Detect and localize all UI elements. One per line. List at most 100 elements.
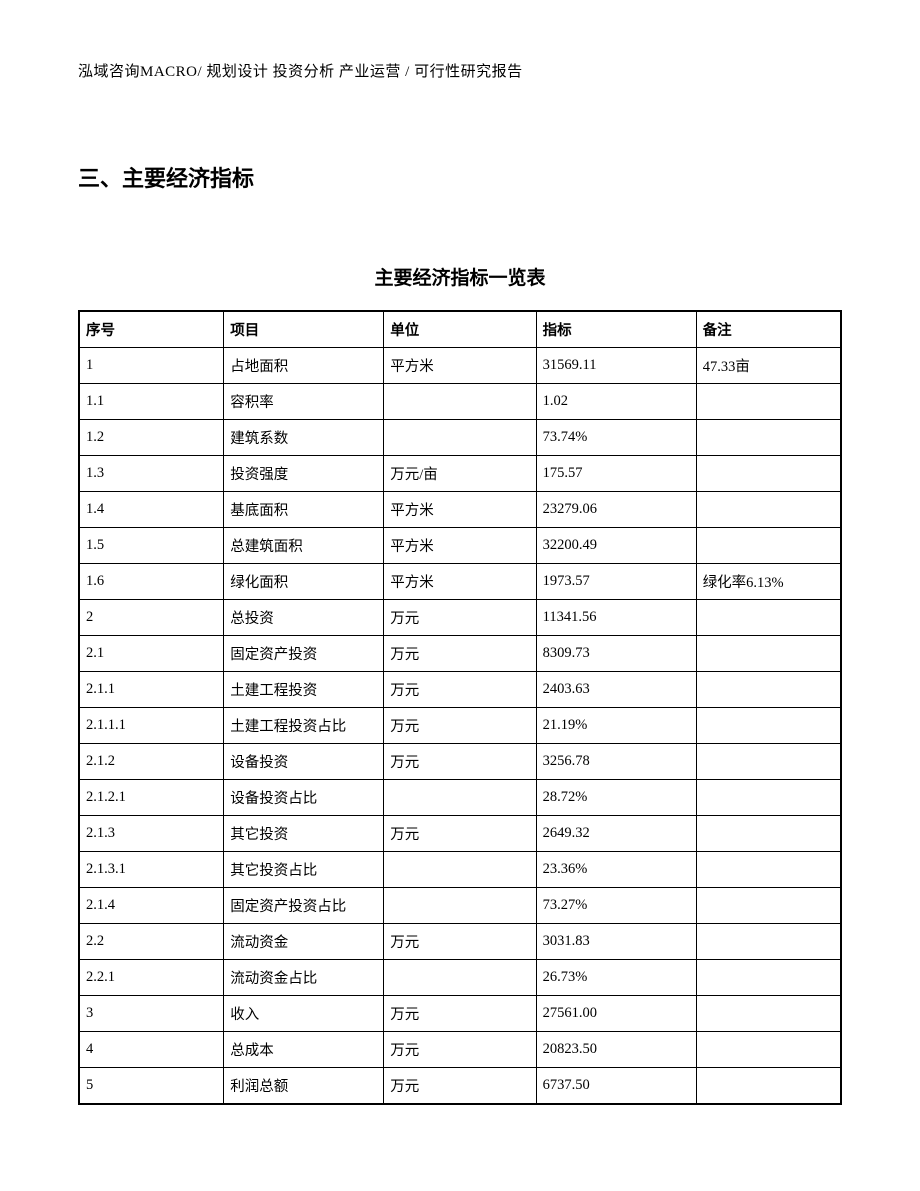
table-cell: 设备投资占比 xyxy=(224,780,384,816)
column-header-unit: 单位 xyxy=(384,311,536,348)
table-cell: 万元 xyxy=(384,636,536,672)
table-row: 5利润总额万元6737.50 xyxy=(79,1068,841,1105)
table-cell: 2.2 xyxy=(79,924,224,960)
table-cell: 固定资产投资 xyxy=(224,636,384,672)
table-cell: 收入 xyxy=(224,996,384,1032)
table-cell: 73.74% xyxy=(536,420,696,456)
table-cell xyxy=(696,852,841,888)
table-cell: 万元 xyxy=(384,816,536,852)
page-header: 泓域咨询MACRO/ 规划设计 投资分析 产业运营 / 可行性研究报告 xyxy=(78,60,842,81)
table-cell xyxy=(696,960,841,996)
table-cell: 万元/亩 xyxy=(384,456,536,492)
table-cell: 占地面积 xyxy=(224,348,384,384)
table-row: 2.1.2设备投资万元3256.78 xyxy=(79,744,841,780)
table-title: 主要经济指标一览表 xyxy=(78,263,842,290)
table-cell xyxy=(384,420,536,456)
table-cell: 万元 xyxy=(384,1032,536,1068)
table-cell xyxy=(696,816,841,852)
table-cell: 2.1.2 xyxy=(79,744,224,780)
table-cell: 32200.49 xyxy=(536,528,696,564)
table-row: 2.1固定资产投资万元8309.73 xyxy=(79,636,841,672)
table-cell xyxy=(696,924,841,960)
table-cell: 万元 xyxy=(384,672,536,708)
table-cell: 23279.06 xyxy=(536,492,696,528)
table-row: 2.2.1流动资金占比 26.73% xyxy=(79,960,841,996)
table-cell: 2.1 xyxy=(79,636,224,672)
table-row: 1.2建筑系数73.74% xyxy=(79,420,841,456)
column-header-seq: 序号 xyxy=(79,311,224,348)
table-cell: 万元 xyxy=(384,744,536,780)
table-cell xyxy=(384,384,536,420)
table-cell: 其它投资 xyxy=(224,816,384,852)
table-cell: 6737.50 xyxy=(536,1068,696,1105)
table-cell xyxy=(384,960,536,996)
table-header-row: 序号 项目 单位 指标 备注 xyxy=(79,311,841,348)
table-cell: 2.1.4 xyxy=(79,888,224,924)
table-row: 2总投资万元11341.56 xyxy=(79,600,841,636)
table-cell: 固定资产投资占比 xyxy=(224,888,384,924)
table-cell: 流动资金占比 xyxy=(224,960,384,996)
table-cell xyxy=(696,636,841,672)
table-cell: 21.19% xyxy=(536,708,696,744)
table-cell: 2.1.3.1 xyxy=(79,852,224,888)
table-cell: 万元 xyxy=(384,1068,536,1105)
table-cell: 2649.32 xyxy=(536,816,696,852)
table-cell: 1.4 xyxy=(79,492,224,528)
table-cell xyxy=(696,996,841,1032)
table-cell: 1973.57 xyxy=(536,564,696,600)
table-row: 2.1.4固定资产投资占比73.27% xyxy=(79,888,841,924)
table-cell: 2.1.1 xyxy=(79,672,224,708)
table-cell: 设备投资 xyxy=(224,744,384,780)
table-cell: 总建筑面积 xyxy=(224,528,384,564)
table-cell: 23.36% xyxy=(536,852,696,888)
table-row: 2.1.1土建工程投资万元2403.63 xyxy=(79,672,841,708)
table-cell: 2.1.1.1 xyxy=(79,708,224,744)
table-cell: 万元 xyxy=(384,708,536,744)
table-cell: 31569.11 xyxy=(536,348,696,384)
table-cell xyxy=(696,528,841,564)
table-row: 1.3投资强度万元/亩175.57 xyxy=(79,456,841,492)
table-cell: 总成本 xyxy=(224,1032,384,1068)
table-cell: 1.6 xyxy=(79,564,224,600)
table-cell: 总投资 xyxy=(224,600,384,636)
table-row: 1占地面积平方米31569.1147.33亩 xyxy=(79,348,841,384)
table-cell: 基底面积 xyxy=(224,492,384,528)
table-cell xyxy=(696,780,841,816)
table-cell: 万元 xyxy=(384,924,536,960)
table-cell: 1.5 xyxy=(79,528,224,564)
table-cell: 建筑系数 xyxy=(224,420,384,456)
table-cell: 2403.63 xyxy=(536,672,696,708)
table-cell xyxy=(696,492,841,528)
table-cell: 1.02 xyxy=(536,384,696,420)
column-header-remark: 备注 xyxy=(696,311,841,348)
table-cell xyxy=(384,888,536,924)
table-cell: 利润总额 xyxy=(224,1068,384,1105)
table-cell: 土建工程投资占比 xyxy=(224,708,384,744)
table-cell: 平方米 xyxy=(384,348,536,384)
table-cell: 2.1.3 xyxy=(79,816,224,852)
table-cell: 8309.73 xyxy=(536,636,696,672)
table-cell: 万元 xyxy=(384,996,536,1032)
column-header-indicator: 指标 xyxy=(536,311,696,348)
table-row: 2.1.3.1其它投资占比23.36% xyxy=(79,852,841,888)
column-header-item: 项目 xyxy=(224,311,384,348)
table-row: 1.1容积率1.02 xyxy=(79,384,841,420)
table-cell: 容积率 xyxy=(224,384,384,420)
table-cell xyxy=(696,1032,841,1068)
table-row: 3收入万元27561.00 xyxy=(79,996,841,1032)
table-cell: 投资强度 xyxy=(224,456,384,492)
table-row: 2.1.3其它投资万元2649.32 xyxy=(79,816,841,852)
table-cell xyxy=(384,852,536,888)
table-cell xyxy=(384,780,536,816)
table-row: 2.1.2.1设备投资占比28.72% xyxy=(79,780,841,816)
table-cell: 3256.78 xyxy=(536,744,696,780)
table-row: 2.2流动资金万元3031.83 xyxy=(79,924,841,960)
table-cell: 平方米 xyxy=(384,564,536,600)
economic-indicators-table: 序号 项目 单位 指标 备注 1占地面积平方米31569.1147.33亩1.1… xyxy=(78,310,842,1105)
table-cell: 绿化率6.13% xyxy=(696,564,841,600)
table-cell xyxy=(696,888,841,924)
table-cell: 26.73% xyxy=(536,960,696,996)
table-cell: 土建工程投资 xyxy=(224,672,384,708)
table-cell: 2.1.2.1 xyxy=(79,780,224,816)
table-cell: 2.2.1 xyxy=(79,960,224,996)
